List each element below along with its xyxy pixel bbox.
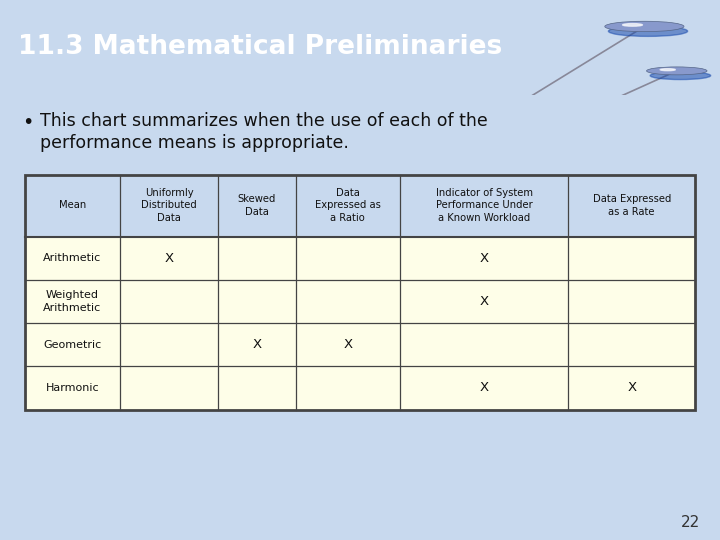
Bar bbox=[25, 280, 695, 323]
Text: •: • bbox=[22, 112, 33, 132]
Bar bbox=[25, 174, 695, 409]
Text: X: X bbox=[343, 338, 352, 351]
Text: Skewed
Data: Skewed Data bbox=[238, 194, 276, 217]
Text: Indicator of System
Performance Under
a Known Workload: Indicator of System Performance Under a … bbox=[436, 188, 533, 223]
Text: Geometric: Geometric bbox=[43, 340, 102, 349]
Bar bbox=[25, 237, 695, 280]
Circle shape bbox=[623, 24, 642, 26]
Circle shape bbox=[608, 26, 688, 36]
Text: Data
Expressed as
a Ratio: Data Expressed as a Ratio bbox=[315, 188, 381, 223]
Bar bbox=[25, 323, 695, 366]
Circle shape bbox=[647, 67, 707, 75]
Text: Data Expressed
as a Rate: Data Expressed as a Rate bbox=[593, 194, 671, 217]
Circle shape bbox=[660, 69, 675, 71]
Text: Mean: Mean bbox=[59, 200, 86, 211]
Text: X: X bbox=[480, 295, 489, 308]
Bar bbox=[25, 366, 695, 409]
Text: Arithmetic: Arithmetic bbox=[43, 253, 102, 263]
Bar bbox=[25, 174, 695, 237]
Text: performance means is appropriate.: performance means is appropriate. bbox=[40, 134, 349, 152]
Text: X: X bbox=[165, 252, 174, 265]
Text: 11.3 Mathematical Preliminaries: 11.3 Mathematical Preliminaries bbox=[18, 34, 503, 60]
Text: Harmonic: Harmonic bbox=[45, 383, 99, 393]
Text: X: X bbox=[480, 252, 489, 265]
Text: This chart summarizes when the use of each of the: This chart summarizes when the use of ea… bbox=[40, 112, 487, 131]
Text: Uniformly
Distributed
Data: Uniformly Distributed Data bbox=[141, 188, 197, 223]
Circle shape bbox=[605, 21, 684, 32]
Circle shape bbox=[650, 72, 711, 79]
Text: X: X bbox=[253, 338, 261, 351]
Text: Weighted
Arithmetic: Weighted Arithmetic bbox=[43, 290, 102, 313]
Text: 22: 22 bbox=[680, 515, 700, 530]
Text: X: X bbox=[480, 381, 489, 394]
Text: X: X bbox=[627, 381, 636, 394]
